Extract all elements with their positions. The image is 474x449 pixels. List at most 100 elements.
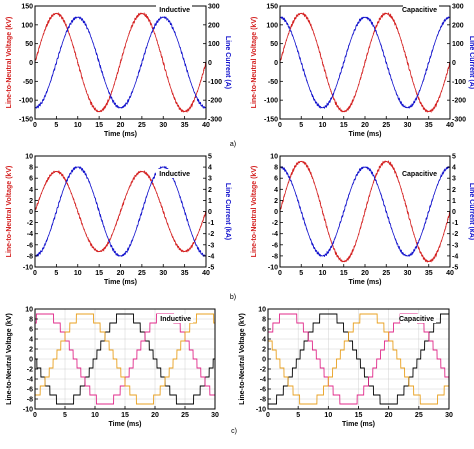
data-point <box>141 12 143 15</box>
data-point <box>296 15 298 17</box>
data-point <box>364 61 366 64</box>
data-point <box>115 223 117 225</box>
data-point <box>413 233 415 235</box>
data-point <box>141 170 143 173</box>
data-point <box>396 175 398 177</box>
data-point <box>124 198 126 200</box>
data-point <box>326 226 328 228</box>
series-line-2 <box>35 15 206 110</box>
data-point <box>171 90 173 92</box>
y2-tick-label: 300 <box>208 4 220 11</box>
data-point <box>107 243 109 245</box>
data-point <box>285 39 287 41</box>
x-tick-label: 25 <box>138 270 146 277</box>
data-point <box>60 15 62 17</box>
grid <box>34 308 216 410</box>
data-point <box>111 90 113 92</box>
x-tick-label: 15 <box>95 122 103 129</box>
data-point <box>85 234 87 236</box>
data-point <box>366 54 368 56</box>
y-tick-label: -8 <box>272 253 278 260</box>
chart-panel-5: 0 5 10 15 20 25 30 -10 -8 -6 -4 -2 0 2 4 6 8 10 Time (ms) L… <box>6 307 219 429</box>
data-point <box>319 54 321 56</box>
series-line-1 <box>35 11 206 113</box>
y-axis-label: Line-to-Neutral Voltage (kV) <box>6 17 13 109</box>
data-point <box>281 54 283 56</box>
data-point <box>377 170 379 172</box>
data-point <box>173 239 175 241</box>
data-point <box>47 22 49 24</box>
data-point <box>173 96 175 98</box>
y2-tick-label: 5 <box>452 154 456 161</box>
y-tick-label: 6 <box>29 176 33 183</box>
title-backdrop <box>403 169 439 178</box>
data-point <box>409 69 411 71</box>
y2-tick-label: 0 <box>452 209 456 216</box>
x-axis-label: Time (ms) <box>104 279 137 286</box>
data-point <box>428 260 430 263</box>
data-point <box>184 250 186 253</box>
y-tick-label: 10 <box>270 154 278 161</box>
data-point <box>77 210 79 213</box>
series-markers <box>280 160 450 263</box>
data-point <box>96 250 98 252</box>
data-point <box>294 18 296 20</box>
y2-tick-label: -4 <box>208 253 214 260</box>
data-point <box>294 166 296 168</box>
y-tick-label: 50 <box>25 41 33 48</box>
data-point <box>175 243 177 245</box>
data-point <box>298 161 300 163</box>
x-tick-label: 25 <box>181 412 189 419</box>
data-point <box>411 226 413 228</box>
y-axis-label: Line-to-Neutral Voltage (kV) <box>6 166 13 258</box>
data-point <box>104 246 107 248</box>
y-tick-label: 6 <box>274 176 278 183</box>
data-point <box>372 33 375 35</box>
y-tick-label: -6 <box>27 242 33 249</box>
data-point <box>147 175 149 177</box>
data-point <box>421 105 423 107</box>
data-point <box>394 22 396 24</box>
x-axis-label: Time (ms) <box>349 131 382 138</box>
y-tick-label: 4 <box>29 337 33 344</box>
y2-tick-label: 100 <box>208 41 220 48</box>
data-point <box>345 260 347 262</box>
data-point <box>338 108 341 110</box>
x-tick-label: 20 <box>151 412 159 419</box>
row-label: c) <box>231 428 237 435</box>
data-point <box>201 77 203 79</box>
data-point <box>398 181 400 183</box>
data-point <box>156 192 158 194</box>
x-tick-label: 25 <box>382 270 390 277</box>
data-point <box>332 96 334 98</box>
data-point <box>355 90 358 92</box>
data-point <box>353 96 355 98</box>
y-tick-label: -2 <box>272 220 278 227</box>
data-point <box>145 15 147 17</box>
y-tick-label: -150 <box>19 117 33 124</box>
x-tick-label: 5 <box>299 270 303 277</box>
data-point <box>154 187 156 189</box>
data-point <box>419 101 421 103</box>
data-point <box>184 110 186 113</box>
y-tick-label: -6 <box>272 242 278 249</box>
y-tick-label: -6 <box>27 387 33 394</box>
x-axis-label: Time (ms) <box>349 279 382 286</box>
data-point <box>164 217 166 219</box>
data-point <box>413 84 415 86</box>
data-point <box>400 39 402 41</box>
data-point <box>434 255 436 257</box>
y-tick-label: -4 <box>272 231 278 238</box>
data-point <box>42 33 45 35</box>
data-point <box>332 246 334 248</box>
data-point <box>162 210 164 213</box>
data-point <box>313 181 315 183</box>
data-point <box>149 178 152 180</box>
data-point <box>326 77 328 79</box>
data-point <box>426 260 428 262</box>
data-point <box>389 163 392 165</box>
y2-tick-label: 4 <box>452 165 456 172</box>
data-point <box>45 182 47 184</box>
data-point <box>83 229 85 231</box>
data-point <box>447 218 449 220</box>
